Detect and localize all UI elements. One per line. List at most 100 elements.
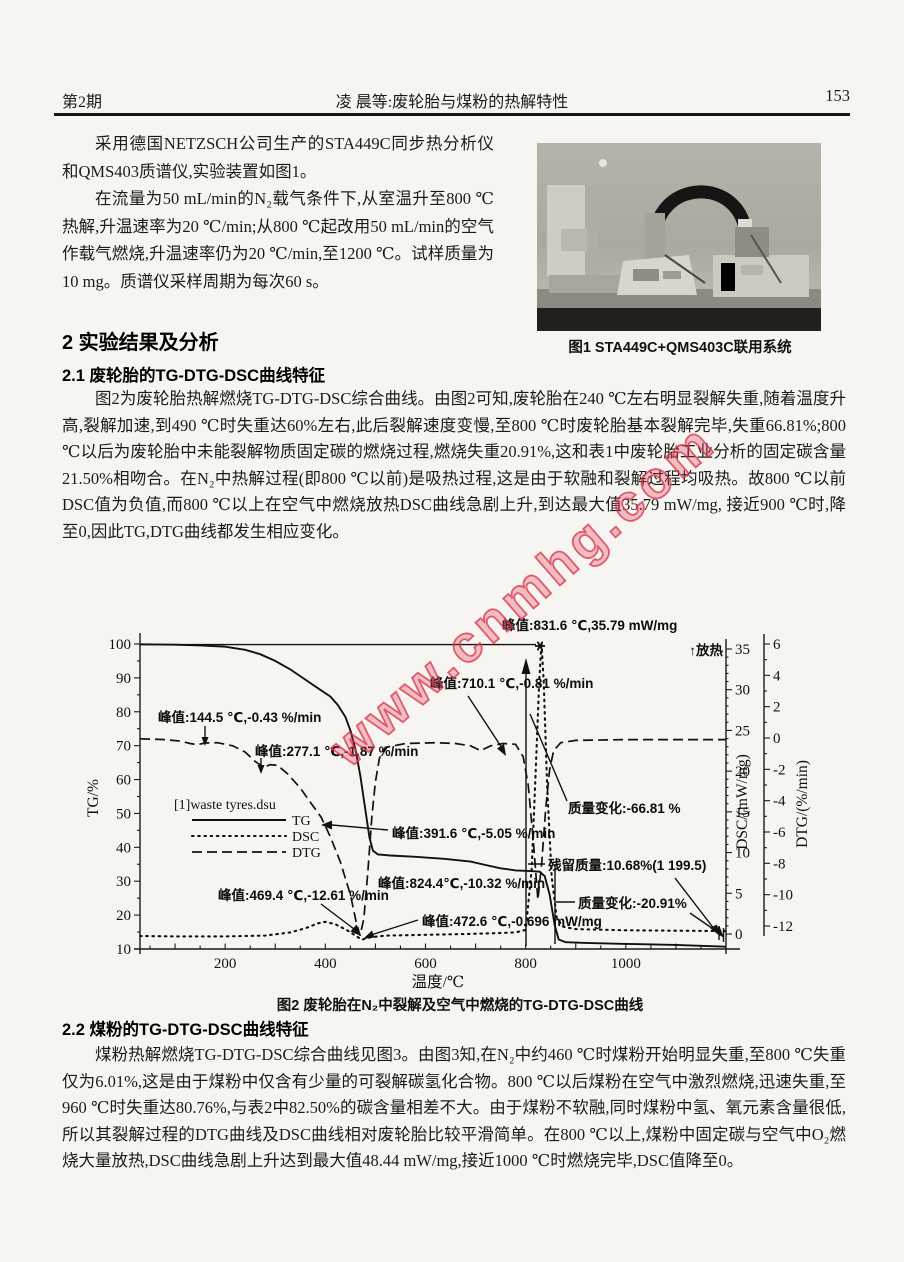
- dtg-tick-label: 6: [773, 637, 781, 653]
- annotation-peak-824: 峰值:824.4℃,-10.32 %/min: [378, 875, 545, 891]
- tg-tick-label: 70: [116, 739, 131, 755]
- figure1-photo: [537, 143, 821, 331]
- photo-bench-front: [537, 308, 821, 331]
- x-tick-label: 1000: [611, 956, 641, 972]
- figure1-caption: 图1 STA449C+QMS403C联用系统: [568, 340, 792, 356]
- legend-title: [1]waste tyres.dsu: [174, 798, 276, 813]
- x-tick-label: 600: [414, 956, 437, 972]
- annotation-peak-dsc-max: 峰值:831.6 ℃,35.79 mW/mg: [502, 617, 677, 633]
- intro-column: 采用德国NETZSCH公司生产的STA449C同步热分析仪和QMS403质谱仪,…: [62, 130, 494, 295]
- photo-speck: [599, 159, 607, 167]
- tg-tick-label: 80: [116, 705, 131, 721]
- x-tick-label: 400: [314, 956, 337, 972]
- legend-label-tg: TG: [292, 814, 311, 829]
- tg-axis-label: TG/%: [85, 779, 102, 817]
- x-tick-label: 200: [214, 956, 237, 972]
- dsc-tick-label: 30: [735, 683, 750, 699]
- legend-label-dsc: DSC: [292, 830, 319, 845]
- dsc-tick-label: 10: [735, 846, 750, 862]
- annotation-residual-mass: 残留质量:10.68%(1 199.5): [548, 857, 706, 873]
- photo-cable: [664, 254, 706, 284]
- photo-left-tower-shade: [585, 185, 599, 277]
- dtg-tick-label: 2: [773, 700, 781, 716]
- dtg-tick-label: 0: [773, 731, 781, 747]
- arrowhead-peak-469: [350, 924, 361, 936]
- dtg-tick-label: -6: [773, 825, 786, 841]
- dsc-tick-label: 20: [735, 764, 750, 780]
- header-running-title: 凌 晨等:废轮胎与煤粉的热解特性: [335, 94, 569, 111]
- photo-cable: [750, 234, 782, 284]
- legend-label-dtg: DTG: [292, 846, 321, 861]
- photo-keyboard: [549, 275, 621, 293]
- annotation-peak-710: 峰值:710.1 ℃,-0.81 %/min: [430, 675, 593, 691]
- curve-dsc: [138, 642, 728, 941]
- leader-mass-change-2-diagonal: [689, 912, 720, 934]
- section-21-heading: 2.1 废轮胎的TG-DTG-DSC曲线特征: [62, 367, 326, 385]
- intro-paragraph-2: 在流量为50 mL/min的N₂载气条件下,从室温升至800 ℃热解,升温速率为…: [62, 189, 494, 291]
- arrowhead-peak-472: [363, 930, 375, 939]
- dtg-tick-label: -4: [773, 794, 786, 810]
- tg-tick-label: 40: [116, 840, 131, 856]
- photo-left-panel: [561, 229, 587, 251]
- annotation-peak-277: 峰值:277.1 ℃,-1.87 %/min: [255, 743, 418, 759]
- tg-tick-label: 50: [116, 806, 131, 822]
- annotation-peak-472: 峰值:472.6 ℃,-0.696 mW/mg: [422, 913, 602, 929]
- leader-peak-391: [331, 824, 389, 831]
- tg-tick-label: 20: [116, 908, 131, 924]
- photo-furnace-block: [735, 227, 769, 257]
- tg-tick-label: 100: [109, 637, 132, 653]
- leader-mass-change-1: [529, 713, 568, 802]
- section-21-body: 图2为废轮胎热解燃烧TG-DTG-DSC综合曲线。由图2可知,废轮胎在240 ℃…: [62, 389, 846, 541]
- arrowhead-peak-277: [257, 765, 265, 774]
- dtg-tick-label: -10: [773, 888, 793, 904]
- annotation-exothermic: ↑放热: [689, 642, 723, 658]
- dtg-tick-label: -8: [773, 856, 786, 872]
- curve-tg: [139, 643, 726, 948]
- dtg-tick-label: -12: [773, 919, 793, 935]
- dtg-tick-label: 4: [773, 668, 781, 684]
- dsc-axis-label: DSC/(mW/mg): [734, 754, 751, 850]
- arrowhead-peak-391: [321, 820, 332, 830]
- dtg-tick-label: -2: [773, 762, 786, 778]
- x-axis-label: 温度/℃: [412, 973, 465, 991]
- dtg-axis-label: DTG/(%/min): [794, 760, 811, 848]
- section-22-heading: 2.2 煤粉的TG-DTG-DSC曲线特征: [62, 1021, 309, 1039]
- chart-dynamic-layer: 200 400 600 800 1000100908070605040302010353…: [109, 637, 794, 972]
- annotation-peak-469: 峰值:469.4 ℃,-12.61 %/min: [218, 887, 389, 903]
- section-22-body: 煤粉热解燃烧TG-DTG-DSC综合曲线见图3。由图3知,在N₂中约460 ℃时…: [62, 1045, 846, 1170]
- photo-sta-column: [645, 213, 665, 261]
- figure2-caption: 图2 废轮胎在N₂中裂解及空气中燃烧的TG-DTG-DSC曲线: [276, 998, 644, 1014]
- dsc-tick-label: 25: [735, 723, 750, 739]
- x-tick-label: 800: [514, 956, 537, 972]
- arrowhead-peak-710: [497, 744, 506, 756]
- header-rule: [54, 113, 850, 116]
- tg-tick-label: 60: [116, 773, 131, 789]
- leader-residual-diagonal: [674, 877, 716, 931]
- dsc-peak-star-marker: [535, 641, 545, 651]
- chart-legend: [1]waste tyres.dsu TG DSC DTG: [174, 798, 321, 861]
- tg-tick-label: 90: [116, 671, 131, 687]
- figure2-chart: 200 400 600 800 1000100908070605040302010353…: [85, 617, 811, 991]
- leader-peak-472: [370, 919, 419, 936]
- leader-peak-469: [320, 903, 355, 930]
- figure1-photo-graphic: [537, 143, 821, 331]
- photo-qms-panel: [721, 263, 735, 291]
- annotation-mass-change-1: 质量变化:-66.81 %: [568, 800, 681, 816]
- tg-tick-label: 10: [116, 942, 131, 958]
- photo-qms-display: [741, 265, 763, 275]
- photo-hose-connector: [738, 219, 752, 227]
- annotation-mass-change-2: 质量变化:-20.91%: [578, 895, 687, 911]
- leader-peak-710: [467, 695, 503, 749]
- dsc-tick-label: 35: [735, 642, 750, 658]
- dsc-tick-label: 5: [735, 886, 743, 902]
- annotation-peak-391: 峰值:391.6 ℃,-5.05 %/min: [392, 825, 555, 841]
- tg-tick-label: 30: [116, 874, 131, 890]
- section-2-heading: 2 实验结果及分析: [62, 332, 219, 354]
- photo-sta-buttons: [663, 271, 681, 279]
- annotation-peak-144: 峰值:144.5 ℃,-0.43 %/min: [158, 709, 321, 725]
- arrowhead-peak-144: [201, 737, 209, 746]
- air-switch-arrowhead: [521, 658, 531, 674]
- header-issue: 第2期: [62, 94, 103, 111]
- photo-sta-panel: [633, 269, 659, 281]
